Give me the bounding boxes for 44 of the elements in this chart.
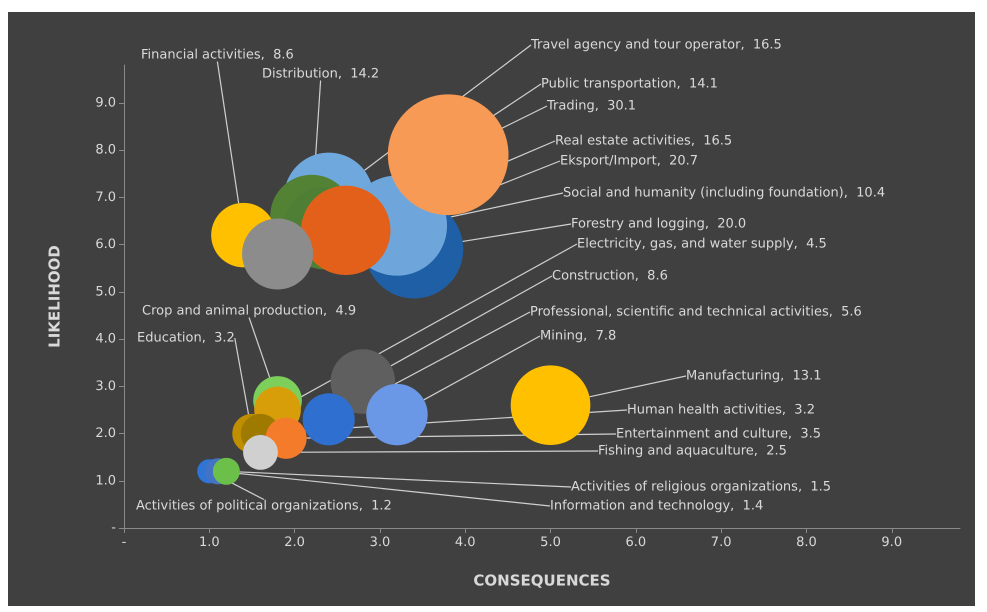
x-tick-label: 6.0 <box>625 535 646 550</box>
x-tick-label: 1.0 <box>198 535 220 550</box>
data-label: Travel agency and tour operator, 16.5 <box>530 38 782 52</box>
data-label: Distribution, 14.2 <box>262 66 380 82</box>
data-label: Construction, 8.6 <box>552 268 668 284</box>
y-axis-title: LIKELIHOOD <box>46 245 64 348</box>
data-label: Electricity, gas, and water supply, 4.5 <box>577 236 827 252</box>
data-label: Social and humanity (including foundation), 10.4 <box>563 186 886 200</box>
y-tick-label: 4.0 <box>95 332 116 347</box>
x-tick-label: 3.0 <box>370 535 390 550</box>
x-tick-label: 2.0 <box>284 535 305 550</box>
y-tick-label: 8.0 <box>95 142 116 158</box>
data-label: Entertainment and culture, 3.5 <box>616 426 821 442</box>
data-label: Human health activities, 3.2 <box>627 402 815 418</box>
x-tick-label: 9.0 <box>881 535 902 550</box>
y-tick-label: - <box>111 520 116 536</box>
data-label: Eksport/Import, 20.7 <box>560 154 698 168</box>
y-tick-label: 7.0 <box>95 190 116 205</box>
data-label: Real estate activities, 16.5 <box>555 134 732 148</box>
data-label: Fishing and aquaculture, 2.5 <box>598 444 787 458</box>
data-label: Financial activities, 8.6 <box>141 48 294 62</box>
x-tick-label: 5.0 <box>540 535 561 550</box>
y-tick-label: 3.0 <box>95 378 116 394</box>
data-label: Crop and animal production, 4.9 <box>142 304 356 318</box>
y-tick-label: 5.0 <box>95 284 116 300</box>
x-axis-title: CONSEQUENCES <box>473 572 611 590</box>
data-label: Mining, 7.8 <box>540 328 616 344</box>
x-tick-label: 7.0 <box>710 535 732 550</box>
data-label: Activities of religious organizations, 1.5 <box>571 480 832 494</box>
y-tick-label: 1.0 <box>95 473 116 488</box>
data-label: Education, 3.2 <box>137 330 235 346</box>
data-label: Manufacturing, 13.1 <box>686 368 822 384</box>
data-label: Professional, scientific and technical activities, 5.6 <box>530 304 862 320</box>
data-label: Information and technology, 1.4 <box>550 498 764 514</box>
x-tick-label: 4.0 <box>454 535 476 550</box>
y-tick-label: 2.0 <box>95 426 116 442</box>
x-tick-label: 8.0 <box>796 535 817 550</box>
data-label: Activities of political organizations, 1.2 <box>136 498 392 514</box>
x-tick-label: - <box>122 535 127 550</box>
data-label: Forestry and logging, 20.0 <box>571 216 746 232</box>
y-tick-label: 6.0 <box>95 237 116 252</box>
data-label: Trading, 30.1 <box>546 98 636 114</box>
data-label: Public transportation, 14.1 <box>541 76 718 92</box>
y-tick-label: 9.0 <box>95 95 116 110</box>
